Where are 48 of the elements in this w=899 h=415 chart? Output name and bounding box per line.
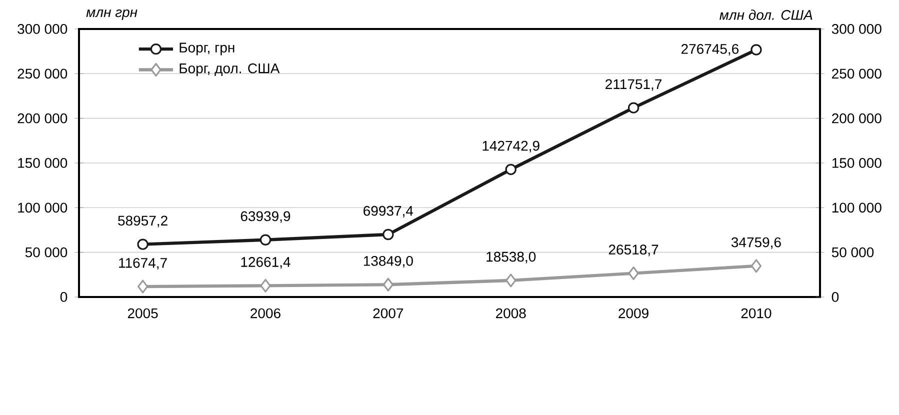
y2-tick-label: 200 000	[832, 113, 882, 124]
y-tick-label: 50 000	[25, 247, 68, 258]
x-tick-label: 2009	[618, 308, 648, 318]
y-axis-title: млн грн	[86, 9, 138, 20]
point	[506, 274, 516, 288]
point	[750, 259, 762, 273]
x-tick-label: 2008	[496, 308, 526, 318]
y2-tick-label: 300 000	[832, 24, 882, 34]
point	[628, 266, 639, 280]
data-label: 11674,7	[119, 258, 167, 270]
legend-label: Борг, грн	[180, 42, 234, 56]
data-label: 63939,9	[240, 211, 290, 223]
data-label: 276745,6	[681, 44, 739, 56]
point	[137, 238, 148, 250]
data-label: 26518,7	[608, 244, 658, 256]
data-label: 142742,9	[482, 140, 540, 152]
y2-tick-label: 0	[832, 292, 839, 302]
data-label: 69937,4	[364, 206, 414, 218]
y-tick-label: 0	[60, 292, 68, 302]
data-label: 13849,0	[364, 256, 413, 268]
point	[382, 228, 394, 240]
point	[628, 102, 640, 114]
data-label: 18538,0	[486, 252, 536, 264]
y2-tick-label: 150 000	[832, 158, 882, 168]
y2-tick-label: 100 000	[832, 202, 882, 213]
y-tick-label: 200 000	[18, 113, 68, 124]
y-tick-label: 150 000	[18, 158, 68, 168]
point	[750, 44, 762, 56]
point	[260, 234, 272, 246]
point	[138, 280, 148, 294]
y2-tick-label: 50 000	[832, 247, 874, 258]
x-tick-label: 2010	[741, 308, 772, 318]
data-label: 58957,2	[118, 216, 168, 228]
data-label: 211751,7	[606, 79, 662, 91]
x-tick-label: 2007	[373, 308, 404, 318]
x-tick-label: 2006	[250, 308, 280, 318]
y2-axis-title: млн дол. США	[720, 10, 812, 20]
data-label: 34759,6	[731, 237, 781, 249]
point	[260, 278, 271, 292]
y-tick-label: 100 000	[18, 202, 68, 213]
point	[505, 164, 516, 176]
x-tick-label: 2005	[128, 308, 158, 318]
point	[382, 278, 394, 292]
y-tick-label: 250 000	[18, 68, 68, 79]
y2-tick-label: 250 000	[832, 68, 882, 79]
legend-label: Борг, дол. США	[180, 63, 280, 76]
y-tick-label: 300 000	[18, 24, 68, 34]
data-label: 12661,4	[241, 257, 290, 269]
